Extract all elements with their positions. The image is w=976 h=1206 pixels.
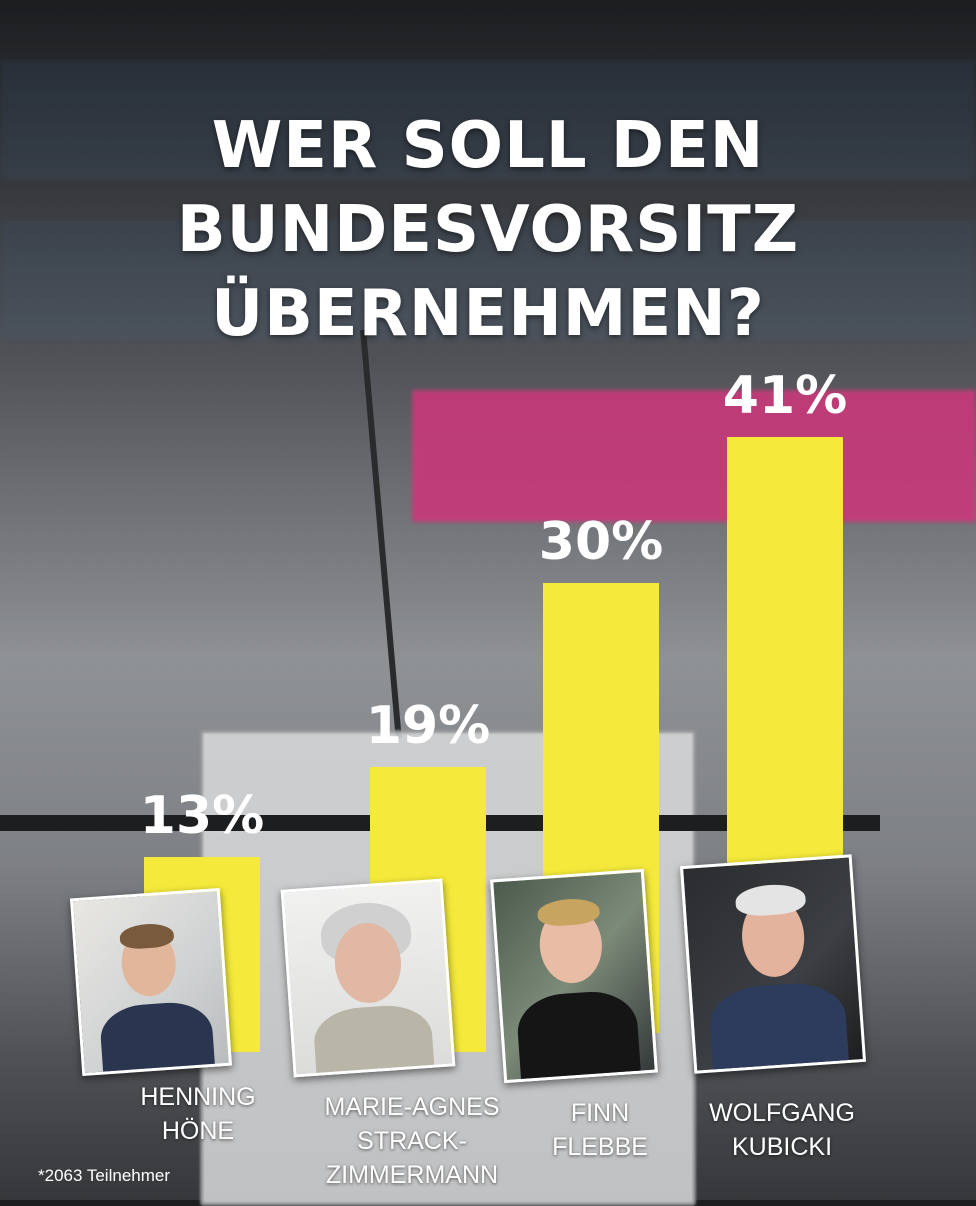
candidate-name-line: HÖNE	[161, 1117, 235, 1145]
background-banner	[0, 60, 976, 340]
candidate-name-finn-flebbe: FINN FLEBBE	[510, 1096, 690, 1164]
bar-value-label-3: 30%	[539, 512, 663, 572]
candidate-name-henning-hoene: HENNING HÖNE	[108, 1080, 288, 1148]
photo-wolfgang-kubicki	[679, 854, 867, 1074]
candidate-name-line: WOLFGANG	[709, 1099, 855, 1127]
photo-henning-hoene	[69, 887, 233, 1077]
candidate-name-line: KUBICKI	[731, 1133, 833, 1161]
candidate-name-line: STRACK-	[357, 1127, 467, 1155]
background-pink-banner	[412, 390, 976, 522]
title-line-3: ÜBERNEHMEN?	[211, 277, 765, 351]
candidate-name-line: MARIE-AGNES	[324, 1093, 500, 1121]
photo-marie-agnes-strack-zimmermann	[280, 878, 456, 1078]
bar-value-label-2: 19%	[366, 696, 490, 756]
chart-title: WER SOLL DEN BUNDESVORSITZ ÜBERNEHMEN?	[0, 104, 976, 356]
bar-value-label-4: 41%	[723, 366, 847, 426]
bar-value-label-1: 13%	[140, 786, 264, 846]
candidate-name-wolfgang-kubicki: WOLFGANG KUBICKI	[682, 1096, 882, 1164]
photo-finn-flebbe	[490, 868, 658, 1084]
candidate-name-line: HENNING	[140, 1083, 256, 1111]
candidate-name-strack-zimmermann: MARIE-AGNES STRACK- ZIMMERMANN	[296, 1090, 528, 1192]
title-line-2: BUNDESVORSITZ	[176, 193, 800, 267]
candidate-name-line: ZIMMERMANN	[325, 1161, 499, 1189]
candidate-name-line: FLEBBE	[552, 1133, 648, 1161]
participants-footnote: *2063 Teilnehmer	[38, 1166, 170, 1185]
title-line-1: WER SOLL DEN	[211, 109, 765, 183]
candidate-name-line: FINN	[570, 1099, 630, 1127]
